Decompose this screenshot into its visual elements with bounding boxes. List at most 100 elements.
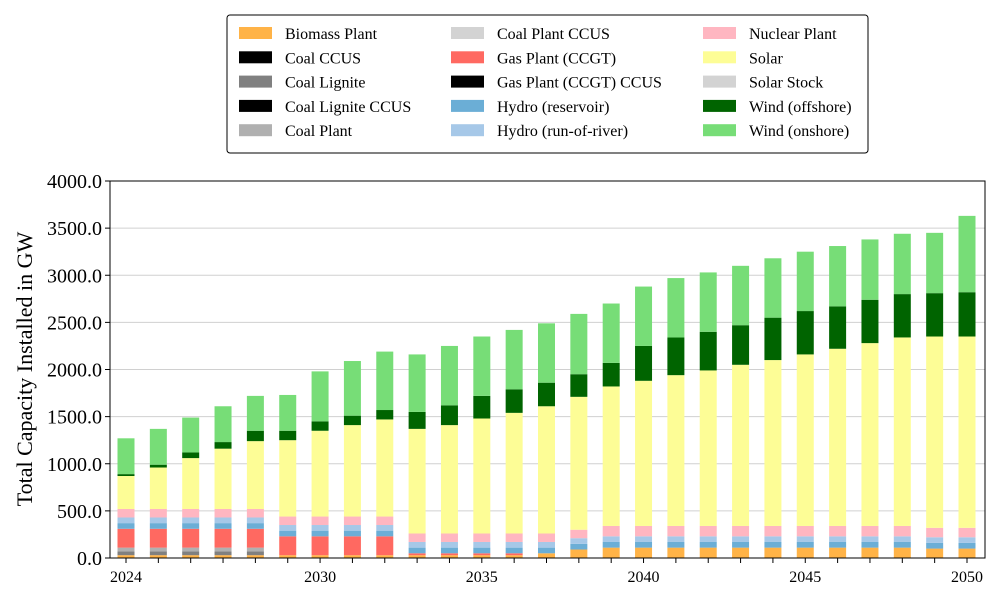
legend-swatch — [451, 51, 484, 64]
bar-segment — [311, 421, 329, 431]
bar-segment — [829, 541, 847, 548]
bar-segment — [182, 458, 200, 509]
legend-item: Wind (offshore) — [703, 99, 852, 116]
bar-segment — [732, 541, 750, 548]
bar-segment — [861, 541, 879, 548]
bar-segment — [538, 406, 555, 534]
bar-segment — [958, 292, 976, 337]
bar-segment — [796, 536, 814, 542]
bar-segment — [764, 317, 782, 361]
bar-segment — [182, 555, 200, 558]
bar-segment — [214, 555, 232, 558]
bar-segment — [829, 547, 847, 558]
bar-segment — [408, 428, 426, 534]
bar-segment — [214, 551, 232, 556]
bar-segment — [570, 313, 588, 375]
bar-segment — [667, 375, 685, 526]
bar-segment — [893, 337, 911, 526]
bar-segment — [732, 536, 750, 542]
bar-segment — [861, 239, 879, 300]
bar-segment — [408, 547, 426, 554]
bar-segment — [246, 441, 264, 509]
bar-segment — [893, 547, 911, 558]
legend-swatch — [703, 124, 736, 137]
legend-swatch — [703, 75, 736, 88]
bar-segment — [538, 323, 555, 383]
bar-segment — [311, 371, 329, 422]
x-tick-label: 2035 — [466, 569, 498, 586]
bar-segment — [376, 516, 394, 526]
bar-segment — [861, 525, 879, 537]
bar-segment — [635, 345, 653, 381]
bar-segment — [440, 547, 458, 554]
legend-label: Nuclear Plant — [749, 26, 837, 43]
bar-segment — [473, 533, 491, 542]
bar-segment — [117, 474, 135, 477]
bar-segment — [635, 525, 653, 537]
bar-segment — [893, 294, 911, 338]
bar-segment — [829, 525, 847, 537]
bar-segment — [440, 345, 458, 406]
legend-item: Solar Stock — [703, 75, 823, 92]
bar-segment — [861, 343, 879, 526]
bar-segment — [699, 272, 717, 332]
bar-segment — [408, 354, 426, 412]
bar-segment — [343, 530, 361, 537]
bar-segment — [570, 549, 588, 558]
bar-segment — [149, 528, 167, 548]
bar-segment — [149, 508, 167, 518]
bar-segment — [214, 523, 232, 529]
bar-segment — [279, 525, 297, 531]
bar-segment — [538, 382, 555, 407]
bar-segment — [473, 541, 491, 548]
legend-label: Coal Plant — [285, 123, 353, 140]
legend-label: Solar — [749, 50, 783, 67]
bar-segment — [440, 405, 458, 426]
bar-segment — [440, 533, 458, 542]
bar-segment — [149, 547, 167, 552]
y-tick-label: 2500.0 — [47, 312, 102, 334]
bar-segment — [505, 412, 523, 534]
bar-segment — [893, 541, 911, 548]
bar-segment — [149, 467, 167, 509]
bar-segment — [796, 547, 814, 558]
bar-segment — [732, 547, 750, 558]
bar-segment — [602, 303, 620, 363]
bar-segment — [279, 536, 297, 556]
legend-label: Gas Plant (CCGT) — [497, 50, 616, 67]
bar-segment — [926, 232, 944, 294]
legend-frame — [226, 14, 869, 154]
bar-segment — [149, 551, 167, 556]
bar-segment — [117, 555, 135, 558]
legend-label: Wind (onshore) — [749, 123, 849, 140]
legend-item: Gas Plant (CCGT) CCUS — [451, 75, 662, 92]
x-tick-label: 2040 — [628, 569, 660, 586]
bar-segment — [958, 548, 976, 558]
bar-segment — [182, 508, 200, 518]
legend-swatch — [703, 99, 736, 112]
legend-item: Coal CCUS — [239, 50, 361, 67]
x-tick-label: 2045 — [789, 569, 821, 586]
bar-segment — [408, 533, 426, 542]
bar-segment — [732, 325, 750, 365]
bar-segment — [473, 553, 491, 556]
legend-label: Coal Lignite — [285, 75, 365, 92]
bar-segment — [699, 541, 717, 548]
bar-segment — [505, 329, 523, 390]
bar-segment — [214, 406, 232, 443]
bar-segment — [602, 525, 620, 537]
bar-segment — [311, 516, 329, 526]
legend: Biomass Plant Coal CCUS Coal Lignite Coal L… — [226, 14, 869, 154]
y-tick-label: 1000.0 — [47, 454, 102, 476]
bar-segment — [473, 395, 491, 419]
legend-swatch — [451, 99, 484, 112]
bar-segment — [829, 306, 847, 349]
bar-segment — [343, 361, 361, 416]
bar-segment — [117, 476, 135, 509]
legend-label: Gas Plant (CCGT) CCUS — [497, 75, 662, 92]
y-tick-label: 500.0 — [57, 501, 102, 523]
y-tick-label: 4000.0 — [47, 171, 102, 193]
bar-segment — [214, 517, 232, 524]
bar-segment — [311, 530, 329, 537]
legend-item: Gas Plant (CCGT) — [451, 50, 616, 67]
